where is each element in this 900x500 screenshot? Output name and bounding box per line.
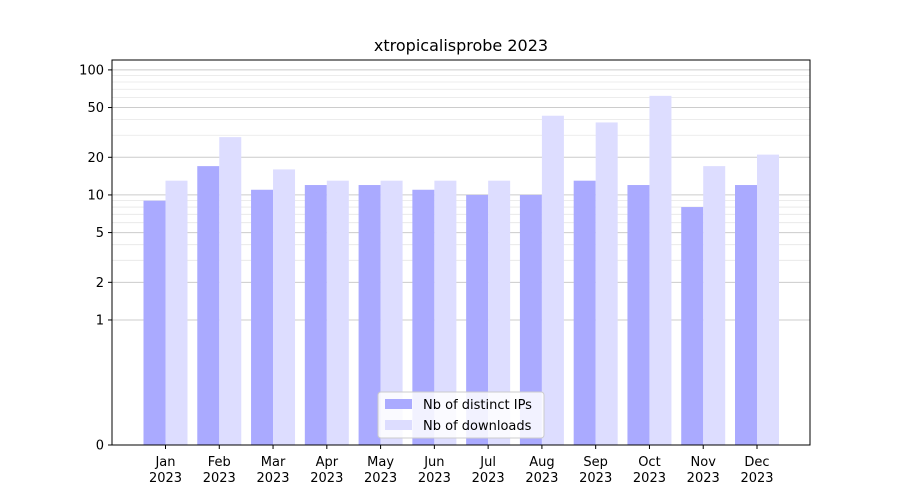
- x-tick-label-month: Feb: [208, 455, 231, 470]
- bar-distinct-ips: [735, 185, 757, 445]
- x-tick-label-year: 2023: [364, 471, 397, 486]
- x-tick-label-year: 2023: [579, 471, 612, 486]
- y-tick-label: 0: [96, 439, 104, 454]
- bar-downloads: [488, 180, 511, 445]
- x-tick-label-year: 2023: [256, 471, 289, 486]
- bar-downloads: [273, 169, 296, 445]
- bars: [143, 95, 779, 446]
- x-tick-label-month: Dec: [744, 455, 769, 470]
- legend-label: Nb of distinct IPs: [423, 398, 532, 413]
- bar-downloads: [649, 95, 672, 446]
- x-tick-label-month: Jun: [423, 455, 444, 470]
- bar-distinct-ips: [573, 180, 596, 445]
- y-tick-label: 5: [96, 226, 104, 241]
- x-tick-label-year: 2023: [418, 471, 451, 486]
- bar-downloads: [380, 180, 403, 445]
- x-tick-label-year: 2023: [740, 471, 773, 486]
- y-tick-label: 10: [87, 188, 104, 203]
- x-axis: Jan2023Feb2023Mar2023Apr2023May2023Jun20…: [149, 445, 774, 486]
- x-tick-label-year: 2023: [633, 471, 666, 486]
- legend-swatch: [385, 399, 412, 409]
- y-tick-label: 2: [96, 276, 104, 291]
- bar-downloads: [326, 180, 349, 445]
- bar-downloads: [219, 137, 242, 445]
- x-tick-label-month: Apr: [316, 455, 339, 470]
- bar-distinct-ips: [143, 200, 166, 445]
- y-tick-label: 50: [87, 101, 104, 116]
- x-tick-label-month: Jan: [154, 455, 175, 470]
- x-tick-label-month: Aug: [529, 455, 554, 470]
- bar-downloads: [541, 115, 564, 445]
- x-tick-label-year: 2023: [310, 471, 343, 486]
- x-tick-label-month: Nov: [691, 455, 717, 470]
- chart-title: xtropicalisprobe 2023: [374, 36, 548, 55]
- legend-label: Nb of downloads: [423, 419, 532, 434]
- x-tick-label-year: 2023: [203, 471, 236, 486]
- x-tick-label-year: 2023: [525, 471, 558, 486]
- bar-distinct-ips: [251, 189, 274, 445]
- legend-swatch: [385, 420, 412, 430]
- bar-downloads: [434, 180, 457, 445]
- bar-distinct-ips: [681, 207, 704, 445]
- y-axis: 0 1 2 5 10 20 50 100: [79, 63, 112, 454]
- legend-box: [377, 391, 545, 439]
- bar-downloads: [703, 166, 726, 445]
- bar-distinct-ips: [358, 185, 381, 445]
- bar-distinct-ips: [519, 194, 542, 445]
- x-tick-label-month: Jul: [479, 455, 496, 470]
- x-tick-label-year: 2023: [472, 471, 505, 486]
- bar-downloads: [757, 154, 779, 446]
- x-tick-label-year: 2023: [149, 471, 182, 486]
- bar-distinct-ips: [412, 189, 435, 445]
- x-tick-label-year: 2023: [687, 471, 720, 486]
- legend: Nb of distinct IPs Nb of downloads: [377, 391, 545, 439]
- bar-distinct-ips: [304, 185, 327, 445]
- y-tick-label: 1: [96, 313, 104, 328]
- y-tick-label: 20: [87, 151, 104, 166]
- bar-distinct-ips: [197, 166, 220, 445]
- y-tick-label: 100: [79, 63, 104, 78]
- bar-distinct-ips: [627, 185, 650, 445]
- x-tick-label-month: May: [367, 455, 394, 470]
- bar-downloads: [165, 180, 188, 445]
- x-tick-label-month: Oct: [638, 455, 660, 470]
- bar-distinct-ips: [466, 194, 489, 445]
- x-tick-label-month: Sep: [583, 455, 608, 470]
- x-tick-label-month: Mar: [261, 455, 286, 470]
- bar-downloads: [595, 122, 618, 445]
- plot-frame: [111, 59, 811, 446]
